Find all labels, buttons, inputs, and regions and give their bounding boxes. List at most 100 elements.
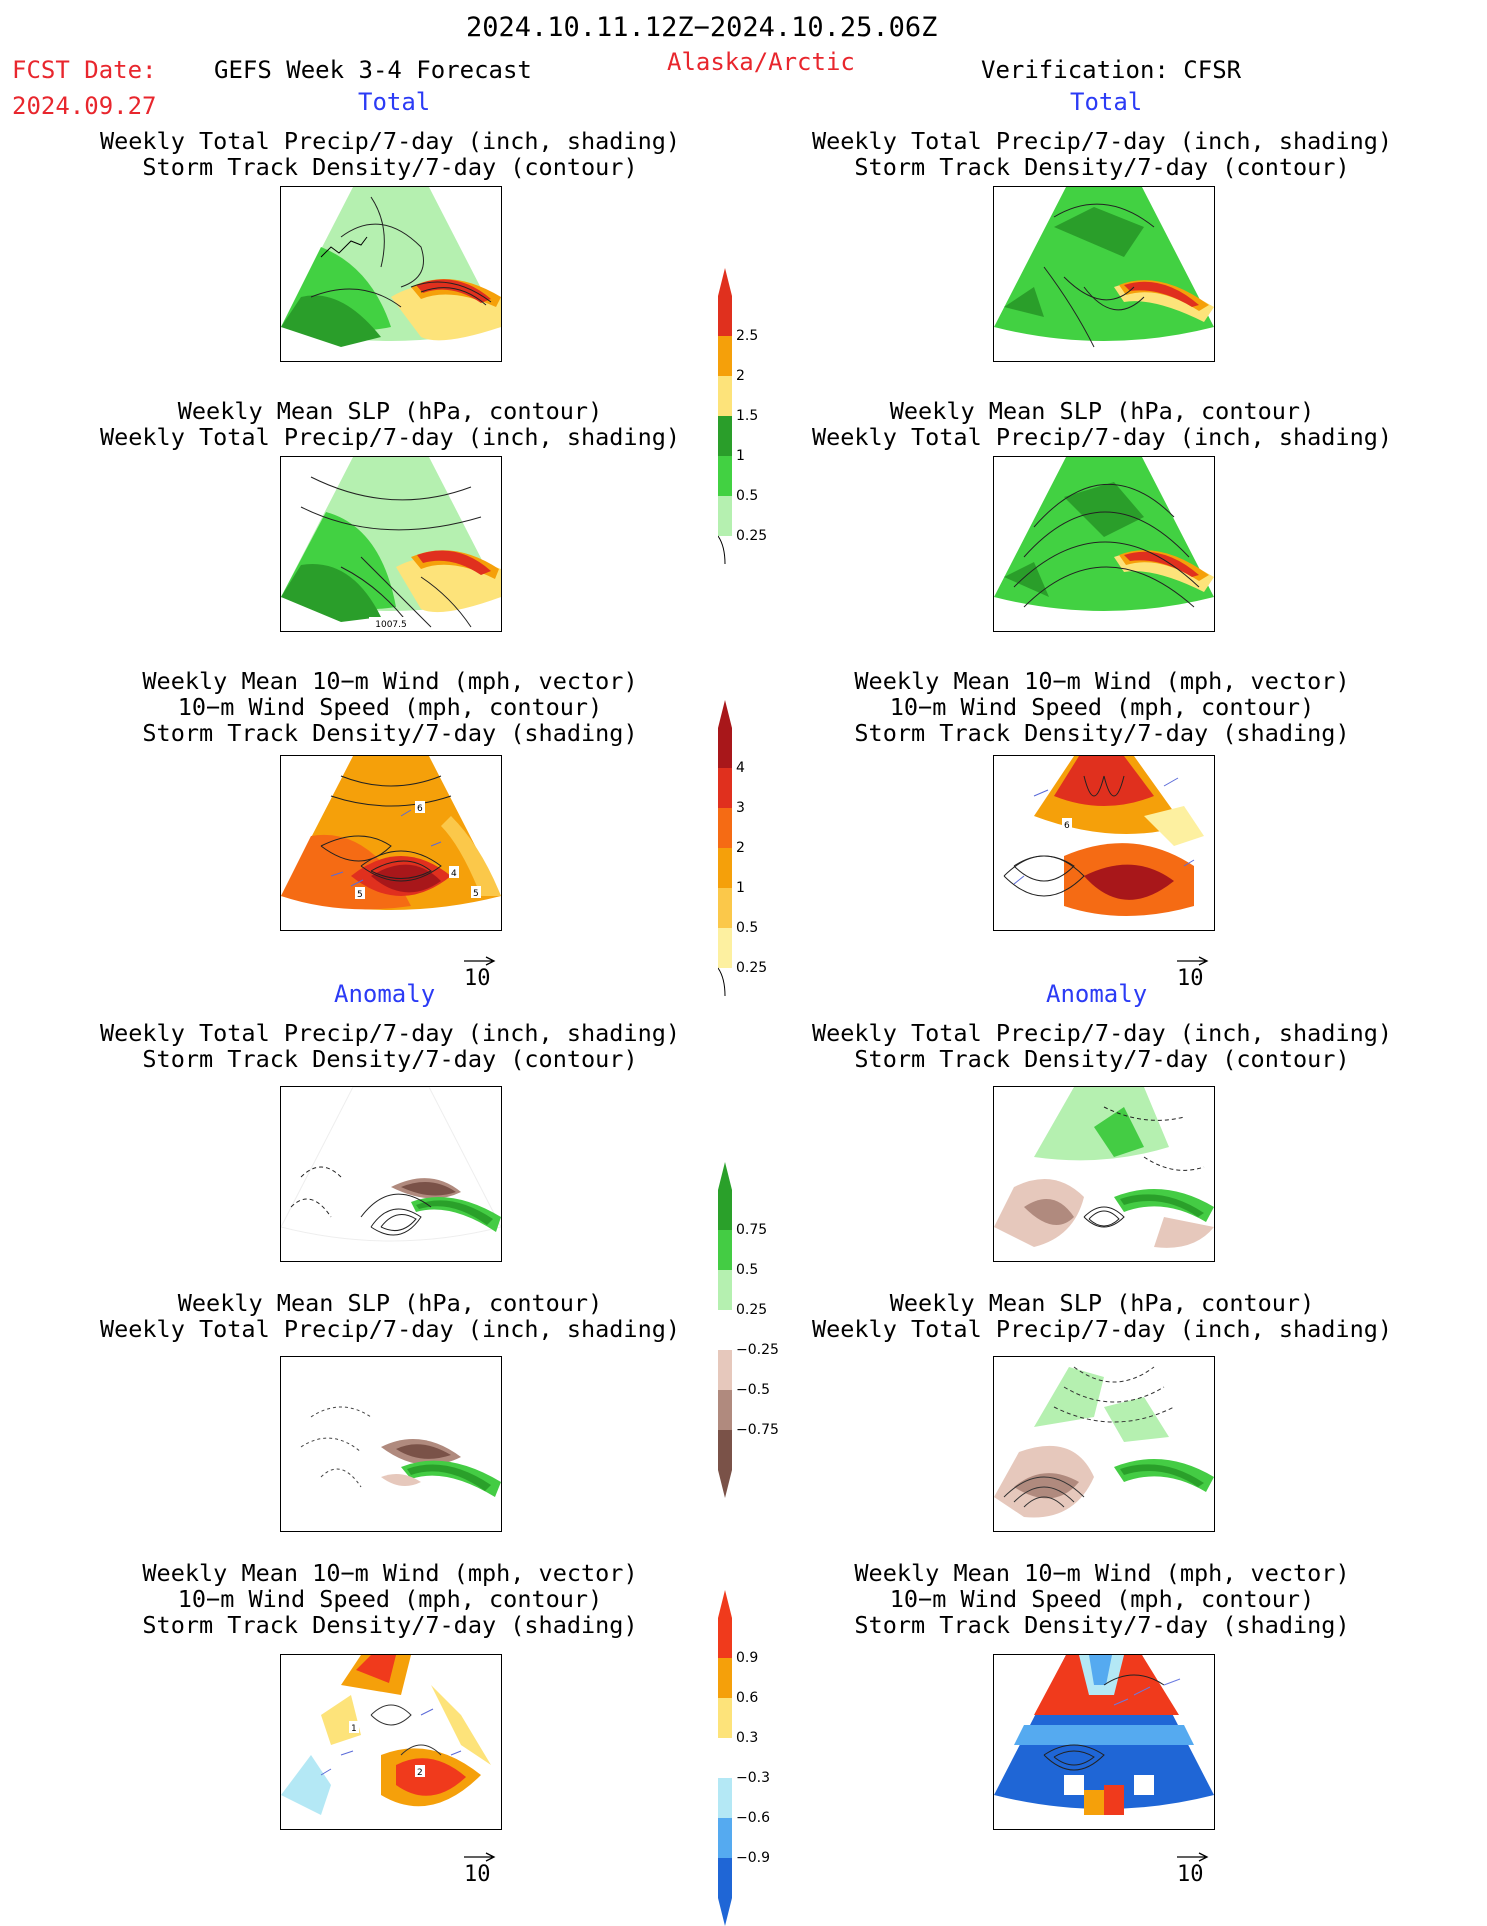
colorbar-swatch [718, 1698, 732, 1738]
colorbar-swatch [718, 928, 732, 968]
colorbar-swatch [718, 1310, 732, 1350]
colorbar-bottom-end [718, 1470, 732, 1498]
colorbar-tick-label: −0.9 [736, 1850, 770, 1866]
colorbar-swatches [718, 1590, 732, 1926]
colorbar-swatch [718, 1658, 732, 1698]
title-wind-storm-anom-fcst: Weekly Mean 10−m Wind (mph, vector) 10−m … [142, 1559, 638, 1639]
colorbar-tick-label: 0.3 [736, 1730, 759, 1746]
colorbar-swatch [718, 768, 732, 808]
colorbar-storm-total: 4 3 2 1 0.5 0.25 [718, 700, 808, 996]
colorbar-tick-label: 3 [736, 800, 745, 816]
colorbar-swatch [718, 1350, 732, 1390]
colorbar-tick-label: 0.75 [736, 1222, 768, 1238]
colorbar-swatch [718, 728, 732, 768]
vector-ref-arrow-icon [464, 1852, 496, 1862]
fcst-date-label: FCST Date: [12, 56, 157, 84]
colorbar-tick-label: −0.75 [736, 1422, 779, 1438]
vector-ref-value: 10 [464, 1862, 491, 1887]
colorbar-tick-label: 2 [736, 840, 745, 856]
colorbar-tick-label: 2 [736, 368, 745, 384]
colorbar-swatch [718, 1270, 732, 1310]
wind-label-5: 5 [357, 890, 363, 900]
colorbar-top-triangle [718, 1162, 732, 1190]
map-wind-storm-anomaly-forecast: 1 2 [280, 1654, 502, 1830]
section-anomaly-left: Anomaly [334, 980, 436, 1008]
colorbar-swatch [718, 336, 732, 376]
title-precip-storm-anom-ver: Weekly Total Precip/7-day (inch, shading… [811, 1019, 1393, 1073]
colorbar-swatches [718, 268, 732, 564]
colorbar-bottom-end [718, 967, 726, 996]
vector-ref-total-fcst: 10 [464, 956, 496, 991]
colorbar-swatch [718, 1618, 732, 1658]
slp-label-1007: 1007.5 [375, 620, 407, 630]
colorbar-swatches [718, 700, 732, 996]
title-precip-storm-total-ver: Weekly Total Precip/7-day (inch, shading… [811, 127, 1393, 181]
colorbar-tick-label: −0.6 [736, 1810, 770, 1826]
map-precip-storm-anomaly-verification [993, 1086, 1215, 1262]
map-slp-precip-total-verification [993, 456, 1215, 632]
wind-label-6: 6 [417, 804, 423, 814]
section-total-left: Total [358, 88, 431, 116]
vector-ref-total-ver: 10 [1177, 956, 1209, 991]
colorbar-swatches [718, 1162, 732, 1498]
colorbar-bottom-end [718, 1898, 732, 1926]
vector-ref-value: 10 [464, 966, 491, 991]
colorbar-swatch [718, 1190, 732, 1230]
map-precip-storm-total-forecast [280, 186, 502, 362]
title-slp-precip-total-fcst: Weekly Mean SLP (hPa, contour) Weekly Tot… [99, 397, 681, 451]
title-slp-precip-total-ver: Weekly Mean SLP (hPa, contour) Weekly Tot… [811, 397, 1393, 451]
colorbar-top-triangle [718, 1590, 732, 1618]
colorbar-swatch [718, 888, 732, 928]
colorbar-tick-label: 1 [736, 448, 745, 464]
colorbar-swatch [718, 1778, 732, 1818]
colorbar-tick-label: 1.5 [736, 408, 759, 424]
colorbar-swatch [718, 1390, 732, 1430]
colorbar-swatch [718, 416, 732, 456]
colorbar-storm-anomaly: 0.9 0.6 0.3 −0.3 −0.6 −0.9 [718, 1590, 808, 1926]
vector-ref-value: 10 [1177, 966, 1204, 991]
map-slp-precip-anomaly-forecast [280, 1356, 502, 1532]
colorbar-tick-label: 1 [736, 880, 745, 896]
colorbar-swatch [718, 376, 732, 416]
colorbar-swatch [718, 296, 732, 336]
vector-ref-value: 10 [1177, 1862, 1204, 1887]
time-range-title: 2024.10.11.12Z−2024.10.25.06Z [466, 12, 938, 43]
model-label: GEFS Week 3-4 Forecast [214, 56, 532, 84]
vector-ref-anom-fcst: 10 [464, 1852, 496, 1887]
wind-anom-label-2: 2 [417, 1768, 423, 1778]
map-precip-storm-total-verification [993, 186, 1215, 362]
colorbar-swatch [718, 1430, 732, 1470]
colorbar-swatch [718, 1858, 732, 1898]
colorbar-swatch [718, 808, 732, 848]
colorbar-tick-label: 2.5 [736, 328, 759, 344]
vector-ref-arrow-icon [464, 956, 496, 966]
wind-label-5b: 5 [473, 889, 479, 899]
region-label: Alaska/Arctic [667, 48, 855, 76]
section-total-right: Total [1070, 88, 1143, 116]
map-wind-storm-anomaly-verification [993, 1654, 1215, 1830]
map-wind-storm-total-verification: 6 [993, 755, 1215, 931]
colorbar-swatch [718, 1738, 732, 1778]
colorbar-swatch [718, 1818, 732, 1858]
colorbar-swatch [718, 1230, 732, 1270]
colorbar-top-triangle [718, 700, 732, 728]
title-wind-storm-anom-ver: Weekly Mean 10−m Wind (mph, vector) 10−m … [854, 1559, 1350, 1639]
colorbar-swatch [718, 496, 732, 536]
colorbar-tick-label: 0.25 [736, 528, 768, 544]
vector-ref-arrow-icon [1177, 1852, 1209, 1862]
title-precip-storm-total-fcst: Weekly Total Precip/7-day (inch, shading… [99, 127, 681, 181]
colorbar-bottom-end [718, 535, 726, 564]
colorbar-tick-label: 4 [736, 760, 745, 776]
colorbar-precip-total: 2.5 2 1.5 1 0.5 0.25 [718, 268, 808, 564]
colorbar-tick-label: 0.5 [736, 1262, 759, 1278]
wind-anom-label-1: 1 [351, 1724, 357, 1734]
wind-label-4: 4 [451, 869, 457, 879]
colorbar-tick-label: 0.25 [736, 960, 768, 976]
verification-label: Verification: CFSR [981, 56, 1242, 84]
colorbar-tick-label: −0.5 [736, 1382, 770, 1398]
colorbar-top-triangle [718, 268, 732, 296]
title-slp-precip-anom-ver: Weekly Mean SLP (hPa, contour) Weekly Tot… [811, 1289, 1393, 1343]
colorbar-tick-label: 0.9 [736, 1650, 759, 1666]
map-wind-storm-total-forecast: 5 4 6 5 [280, 755, 502, 931]
colorbar-tick-label: 0.25 [736, 1302, 768, 1318]
